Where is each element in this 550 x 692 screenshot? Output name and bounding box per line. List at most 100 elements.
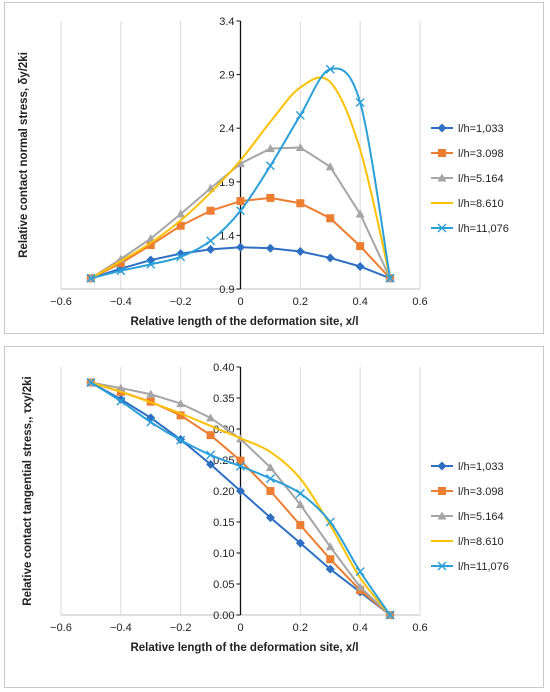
legend-swatch-marker [438,487,446,495]
data-point [206,431,215,440]
data-point [265,161,275,171]
legend-label: l/h=8.610 [458,536,504,548]
legend-swatch-marker [437,223,447,233]
data-point [265,462,275,471]
y-tick-label: 0.10 [213,548,234,560]
data-point [146,417,156,427]
data-point [295,246,305,256]
legend-entry: l/h=1,033 [431,461,504,473]
x-axis-title: Relative length of the deformation site,… [130,316,358,328]
x-tick-label: −0.4 [110,296,132,308]
y-tick-label: 0.05 [213,579,234,591]
series-5 [86,378,395,620]
legend-entry: l/h=1,033 [431,123,504,135]
legend-entry: l/h=5.164 [431,511,504,523]
data-point [355,261,365,271]
data-point [146,234,156,243]
data-point [265,243,275,253]
data-point [295,110,305,120]
data-point [325,162,335,171]
series-line [90,76,392,280]
data-point [146,389,156,398]
legend-label: l/h=5.164 [458,511,504,523]
y-tick-label: 2.4 [219,123,234,135]
legend-swatch-marker [437,561,447,571]
x-tick-label: 0.4 [353,296,368,308]
legend-label: l/h=11,076 [458,561,509,573]
data-point [176,252,186,262]
data-point [385,273,395,283]
x-tick-label: 0 [237,296,243,308]
data-point [236,159,245,168]
data-point [236,197,245,206]
legend-swatch-marker [438,149,446,157]
legend-entry: l/h=8.610 [431,198,504,210]
data-point [116,266,126,276]
legend-label: l/h=3.098 [458,486,504,498]
data-point [116,383,126,392]
legend-entry: l/h=5.164 [431,173,504,185]
data-point [355,209,365,218]
data-point [295,488,305,498]
data-point [86,273,96,283]
series-line [90,67,392,280]
y-tick-label: 0.00 [213,610,234,622]
data-point [146,259,156,269]
data-point [385,610,395,620]
y-tick-label: 0.35 [213,393,234,405]
data-point [325,253,335,263]
data-point [326,555,335,564]
legend-label: l/h=5.164 [458,173,504,185]
legend-entry: l/h=8.610 [431,536,504,548]
data-point [236,456,245,465]
x-tick-label: 0.2 [293,296,308,308]
y-tick-label: 0.20 [213,486,234,498]
data-point [325,542,335,551]
legend-entry: l/h=3.098 [431,148,504,160]
legend-label: l/h=8.610 [458,198,504,210]
data-point [325,564,335,574]
data-point [176,399,186,408]
data-point [265,144,275,153]
data-point [176,411,185,420]
series-3 [86,142,395,282]
data-point [266,487,275,495]
legend-swatch-marker [437,123,447,133]
data-point [206,206,215,215]
tangential-stress-chart: −0.6 −0.4 −0.2 0 0.2 0.4 0.6 0.00 0.05 0.10 0.15 0.… [22,362,509,654]
legend-swatch-marker [437,511,447,520]
data-point [295,142,305,151]
data-point [206,459,216,469]
data-point [295,538,305,548]
x-tick-label: −0.6 [50,622,72,634]
data-point [146,241,155,250]
y-tick-label: 0.9 [219,284,234,296]
y-tick-label: 1.4 [219,230,234,242]
x-tick-label: 0 [237,622,243,634]
legend-label: l/h=1,033 [458,461,504,473]
normal-stress-chart: −0.6 −0.4 −0.2 0 0.2 0.4 0.60.91.41.92.42.93.4… [18,16,509,328]
data-point [236,486,245,496]
x-tick-label: 0.2 [293,622,308,634]
data-point [326,214,335,223]
data-point [116,259,125,268]
y-tick-label: 0.40 [213,362,234,374]
data-point [355,582,365,591]
data-point [116,396,126,406]
data-point [206,413,216,422]
legend-label: l/h=3.098 [458,148,504,160]
data-point [236,206,245,216]
y-tick-label: 2.9 [219,70,234,82]
legend-entry: l/h=11,076 [431,561,509,573]
data-point [236,242,245,252]
y-tick-label: 3.4 [219,16,234,28]
data-point [206,450,216,460]
data-point [325,517,335,527]
x-tick-label: 0.4 [353,622,368,634]
data-point [176,209,186,218]
y-axis-title: Relative contact tangential stress,, τxy… [22,376,34,605]
x-tick-label: 0.6 [412,296,427,308]
data-point [206,244,216,254]
legend-label: l/h=11,076 [458,223,509,235]
data-point [265,513,275,523]
